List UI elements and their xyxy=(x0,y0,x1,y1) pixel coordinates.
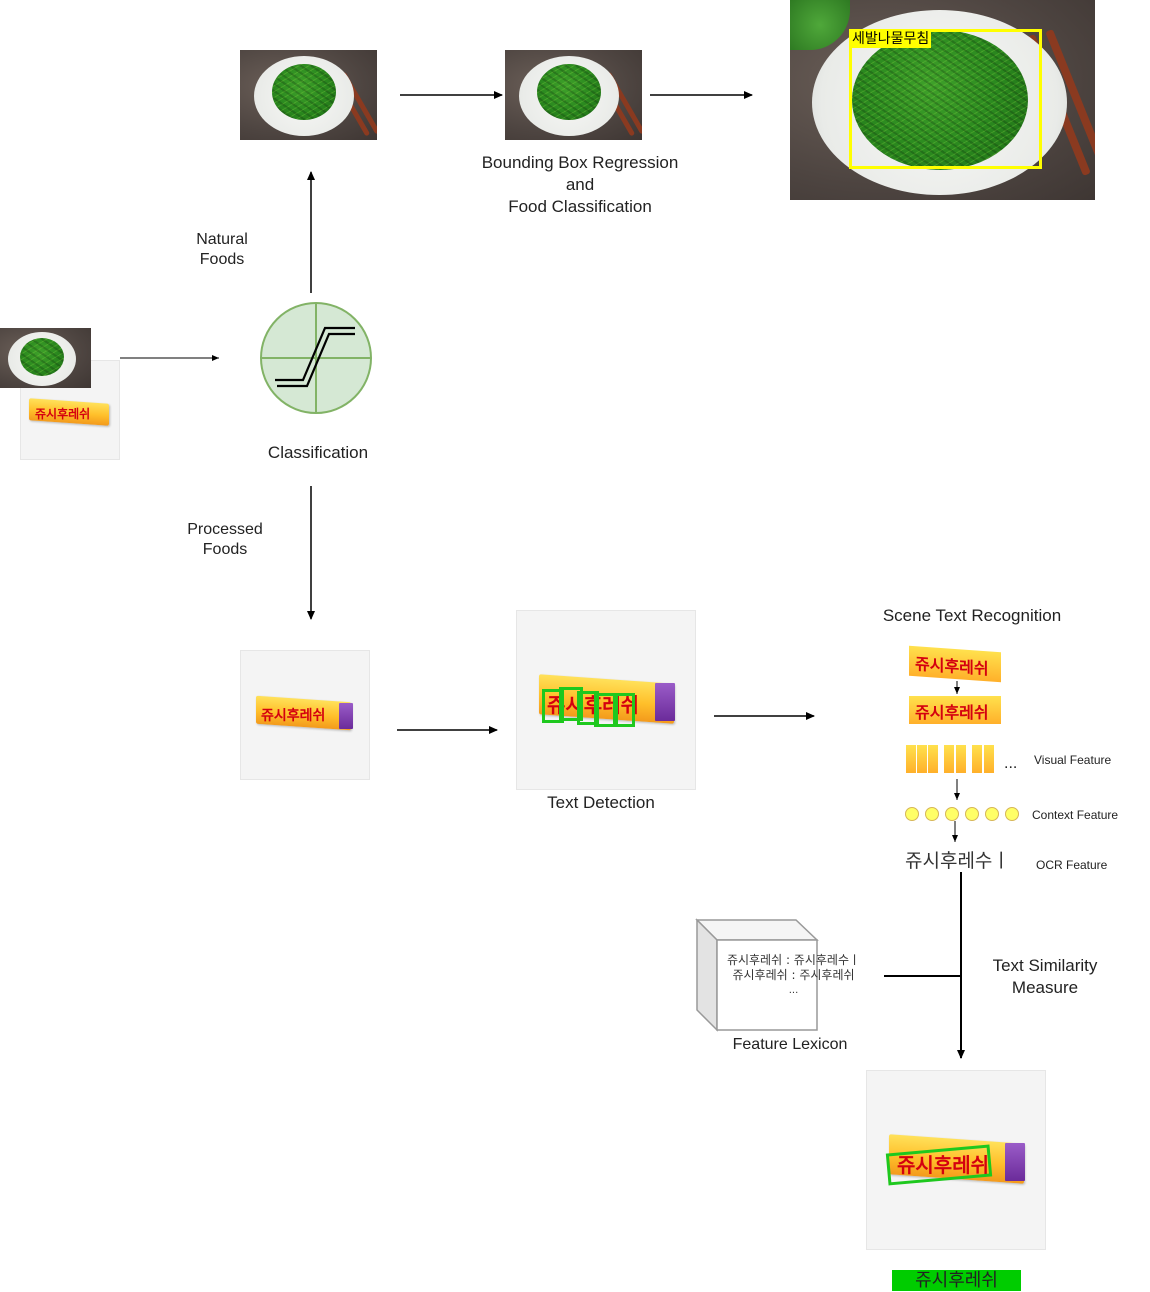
lexicon-line-2: 쥬시후레쉬 : 주시후레쉬 xyxy=(732,968,855,982)
recognition-crop-2: 쥬시후레쉬 xyxy=(909,696,1001,724)
text-similarity-line-1: Text Similarity xyxy=(992,956,1098,975)
context-dot-1 xyxy=(905,807,919,821)
processed-product-text: 쥬시후레쉬 xyxy=(261,708,326,724)
detect-box-5 xyxy=(613,693,635,727)
processed-food-card: 쥬시후레쉬 xyxy=(240,650,370,780)
detect-box-3 xyxy=(577,691,599,725)
classifier-icon xyxy=(260,302,372,414)
ocr-feature-label: OCR Feature xyxy=(1036,858,1108,872)
context-dot-2 xyxy=(925,807,939,821)
visual-feature-slices xyxy=(906,745,996,775)
text-detection-label: Text Detection xyxy=(547,793,655,812)
natural-foods-line-2: Foods xyxy=(199,251,245,268)
bbox-regression-line-1: Bounding Box Regression xyxy=(481,153,679,172)
detect-box-4 xyxy=(594,693,618,727)
crop-2-text: 쥬시후레쉬 xyxy=(915,703,989,722)
input-natural-food-photo xyxy=(0,328,91,388)
result-label: 쥬시후레쉬 xyxy=(892,1270,1021,1291)
text-detection-card: 쥬시후레쉬 xyxy=(516,610,696,790)
processed-foods-line-2: Foods xyxy=(202,541,248,558)
processed-foods-label: Processed Foods xyxy=(170,520,280,560)
result-product-text: 쥬시후레쉬 xyxy=(897,1153,989,1177)
natural-foods-line-1: Natural xyxy=(196,231,248,248)
natural-food-photo-1 xyxy=(240,50,377,140)
scene-text-recognition-label: Scene Text Recognition xyxy=(882,606,1062,625)
context-dot-3 xyxy=(945,807,959,821)
bbox-regression-label: Bounding Box Regression and Food Classif… xyxy=(455,152,705,218)
food-bounding-box xyxy=(849,29,1042,169)
lexicon-line-3: ... xyxy=(788,985,799,996)
ocr-output-text: 쥬시후레수ㅣ xyxy=(905,850,1010,872)
natural-food-photo-2 xyxy=(505,50,642,140)
context-dot-6 xyxy=(1005,807,1019,821)
food-class-label: 세발나물무침 xyxy=(850,30,932,48)
bbox-regression-line-2: and xyxy=(565,175,595,194)
food-detection-result-photo: 세발나물무침 xyxy=(790,0,1095,200)
detect-box-2 xyxy=(559,687,583,721)
context-dot-4 xyxy=(965,807,979,821)
visual-feature-label: Visual Feature xyxy=(1034,753,1112,767)
input-product-text: 쥬시후레쉬 xyxy=(35,407,91,421)
final-result-card: 쥬시후레쉬 xyxy=(866,1070,1046,1250)
natural-foods-label: Natural Foods xyxy=(172,230,272,270)
feature-lexicon-cube xyxy=(695,918,819,1032)
visual-feature-ellipsis: ... xyxy=(1004,755,1018,772)
context-dot-5 xyxy=(985,807,999,821)
text-similarity-line-2: Measure xyxy=(1011,978,1079,997)
classification-label: Classification xyxy=(267,443,369,462)
detect-box-1 xyxy=(542,689,564,723)
lexicon-line-1: 쥬시후레쉬 : 쥬시후레수ㅣ xyxy=(726,953,861,967)
bbox-regression-line-3: Food Classification xyxy=(508,197,652,216)
processed-foods-line-1: Processed xyxy=(187,521,263,538)
context-feature-label: Context Feature xyxy=(1032,808,1119,822)
feature-lexicon-content: 쥬시후레쉬 : 쥬시후레수ㅣ 쥬시후레쉬 : 주시후레쉬 ... xyxy=(706,953,881,998)
text-similarity-label: Text Similarity Measure xyxy=(970,955,1120,999)
feature-lexicon-label: Feature Lexicon xyxy=(732,1036,848,1053)
